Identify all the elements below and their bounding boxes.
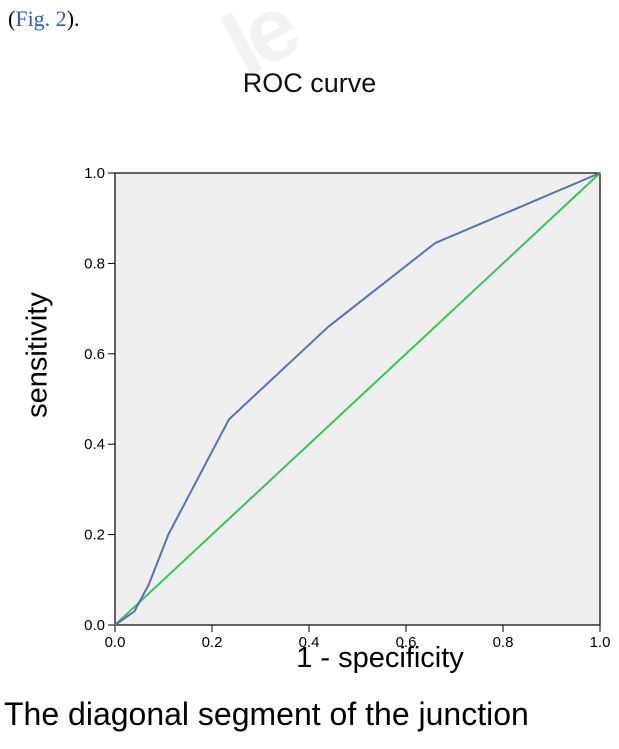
x-tick-label: 0.2 (202, 634, 223, 651)
y-tick-label: 0.6 (84, 346, 105, 363)
reference-open-paren: ( (8, 6, 16, 31)
reference-close-paren: ). (66, 6, 80, 31)
y-axis-label: sensitivity (21, 292, 54, 418)
figure-reference: (Fig. 2). (8, 6, 80, 32)
y-tick-label: 1.0 (84, 165, 105, 182)
y-tick-label: 0.2 (84, 527, 105, 544)
y-tick-label: 0.4 (84, 436, 105, 453)
y-tick-label: 0.8 (84, 255, 105, 272)
x-axis-label: 1 - specificity (296, 642, 464, 674)
roc-curve-line (114, 172, 601, 626)
x-tick-label: 0.6 (396, 634, 417, 651)
x-tick-label: 0.8 (493, 634, 514, 651)
chart-title: ROC curve (242, 68, 377, 98)
y-tick-label: 0.0 (84, 617, 105, 634)
figure-link[interactable]: Fig. 2 (15, 6, 67, 31)
figure-caption: The diagonal segment of the junction (4, 696, 529, 732)
x-tick-label: 0.4 (299, 634, 320, 651)
x-tick-label: 0.0 (105, 634, 126, 651)
x-tick-label: 1.0 (590, 634, 611, 651)
reference-diagonal-line (114, 172, 601, 626)
